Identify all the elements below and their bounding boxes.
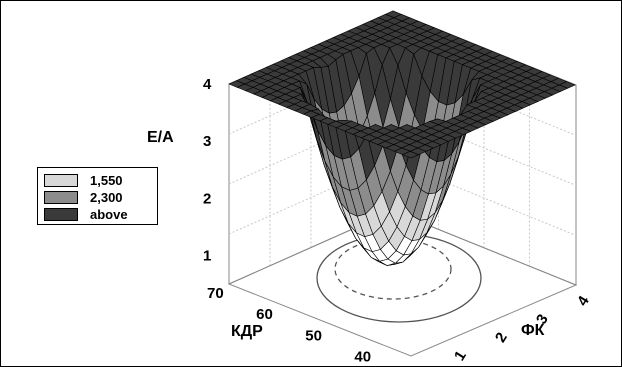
z-tick-label: 1 xyxy=(203,247,211,264)
z-tick-label: 3 xyxy=(203,133,211,150)
floor xyxy=(227,210,578,357)
z-axis-label: E/A xyxy=(147,129,174,146)
x-tick-label: 1 xyxy=(451,348,470,364)
legend-label: 1,550 xyxy=(90,173,123,188)
legend-item: 1,550 xyxy=(44,172,151,189)
y-tick-label: 60 xyxy=(256,306,273,323)
legend: 1,550 2,300 above xyxy=(37,167,158,225)
z-tick-label: 2 xyxy=(203,190,211,207)
legend-item: 2,300 xyxy=(44,189,151,206)
y-tick-label: 40 xyxy=(354,348,371,365)
surface-cell xyxy=(401,150,420,159)
y-tick-label: 50 xyxy=(305,327,322,344)
y-tick-label: 70 xyxy=(207,285,224,302)
y-axis-label: КДР xyxy=(231,323,263,340)
z-tick-label: 4 xyxy=(203,76,212,93)
x-tick-label: 4 xyxy=(574,292,593,309)
legend-swatch xyxy=(44,174,78,187)
legend-swatch xyxy=(44,208,78,221)
contour-inner xyxy=(334,238,452,300)
x-tick-label: 2 xyxy=(492,330,511,346)
legend-swatch xyxy=(44,191,78,204)
legend-item: above xyxy=(44,206,151,223)
legend-label: 2,300 xyxy=(90,190,123,205)
legend-label: above xyxy=(90,207,128,222)
x-axis-label: ФК xyxy=(521,322,545,339)
surface-mesh xyxy=(228,10,576,266)
